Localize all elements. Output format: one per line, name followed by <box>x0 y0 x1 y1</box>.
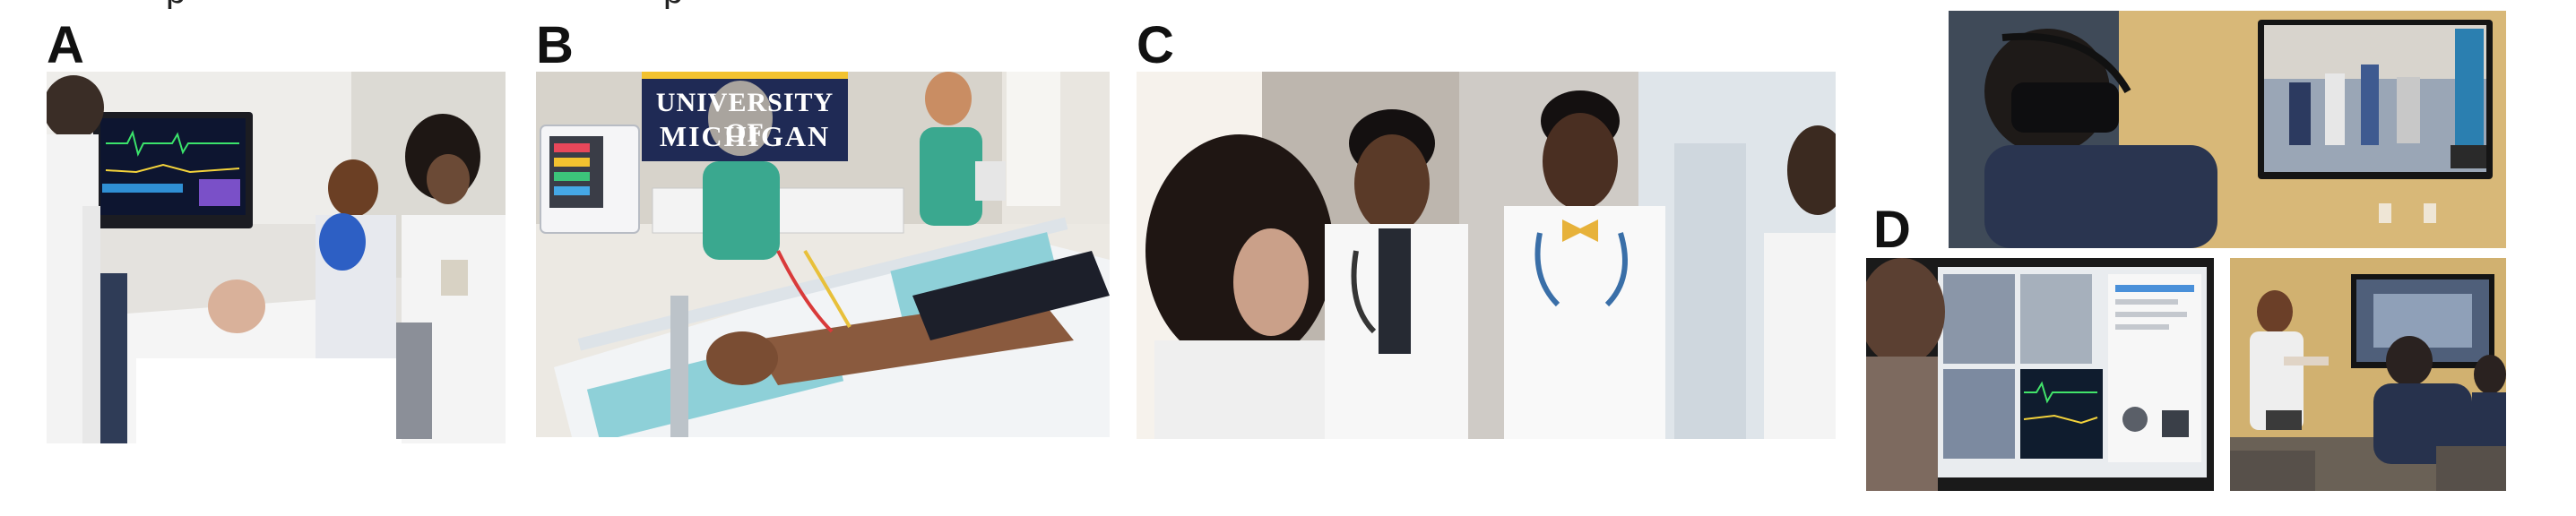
panel-b-photo: UNIVERSITY OF MICHIGAN <box>536 72 1110 437</box>
panel-label-c: C <box>1137 16 1174 74</box>
panel-label-d: D <box>1873 201 1911 259</box>
panel-d-room-photo <box>2230 258 2506 491</box>
panel-d-top-photo <box>1949 11 2506 248</box>
panel-c-photo <box>1137 72 1836 439</box>
panel-d-monitor-photo <box>1866 258 2214 491</box>
clipped-caption-fragment-2: p <box>663 0 699 9</box>
banner-line-1: UNIVERSITY OF <box>655 88 834 148</box>
panel-a-photo <box>47 72 506 443</box>
clipped-caption-fragment-1: p <box>166 0 202 9</box>
banner-line-2: MICHIGAN <box>659 120 831 152</box>
panel-label-b: B <box>536 16 574 74</box>
panel-label-a: A <box>47 16 84 74</box>
